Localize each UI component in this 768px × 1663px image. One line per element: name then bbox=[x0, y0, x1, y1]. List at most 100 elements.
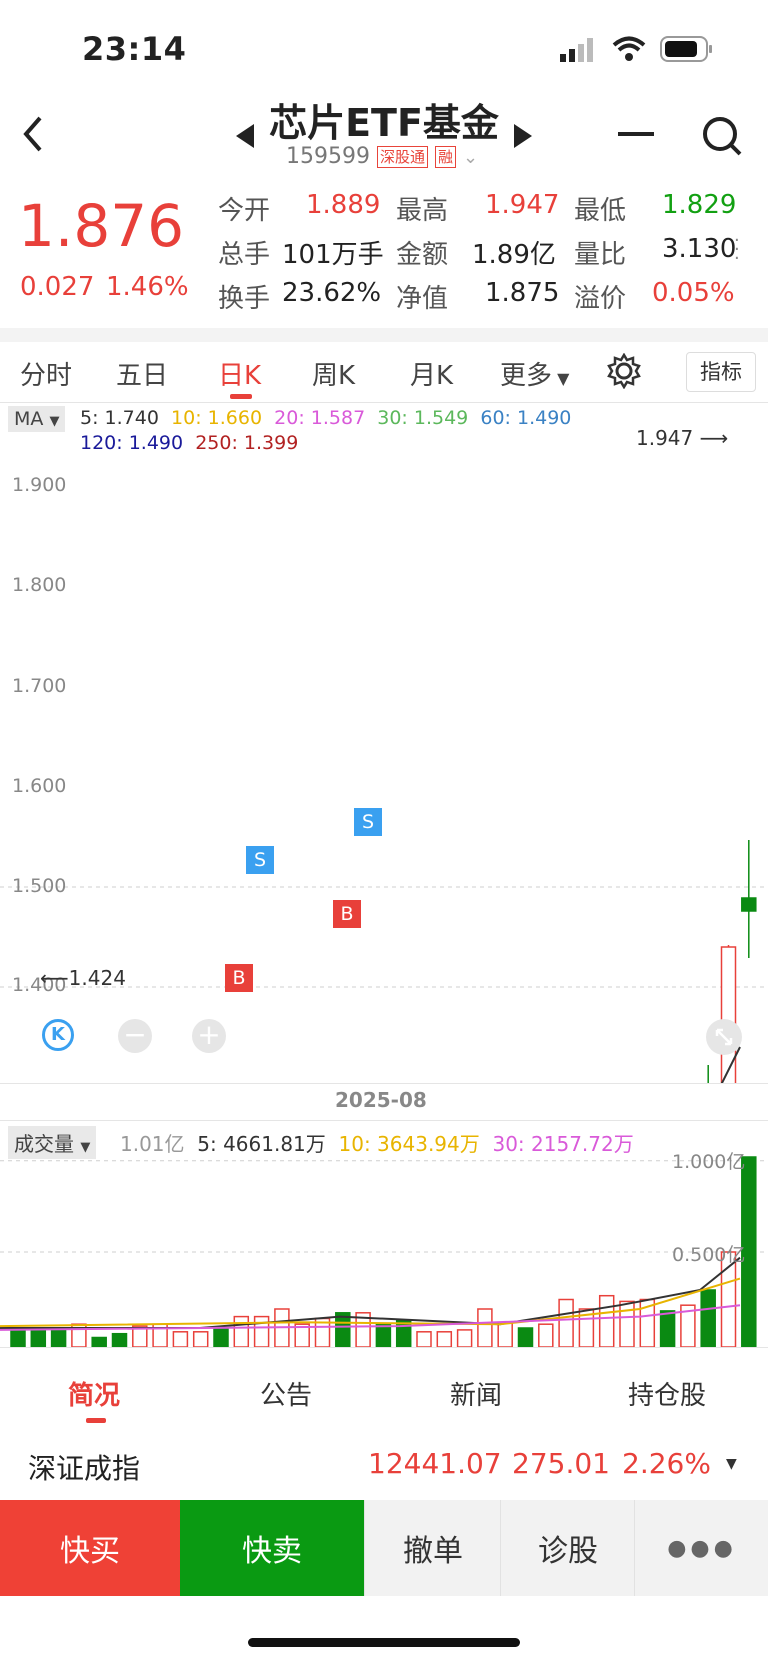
caret-down-icon: ▼ bbox=[80, 1140, 91, 1155]
cancel-order-button[interactable]: 撤单 bbox=[364, 1500, 501, 1596]
low-price-marker: ⟵1.424 bbox=[40, 966, 126, 990]
amount-label: 金额 bbox=[396, 240, 449, 270]
tab-monthly-k[interactable]: 月K bbox=[410, 361, 454, 391]
price-axis-1900: 1.900 bbox=[12, 474, 67, 496]
tab-more[interactable]: 更多 ▼ bbox=[500, 355, 569, 392]
volume-bar bbox=[355, 1312, 371, 1347]
tab-news[interactable]: 新闻 bbox=[450, 1381, 503, 1411]
buy-signal: B bbox=[333, 900, 361, 928]
quick-buy-button[interactable]: 快买 bbox=[0, 1500, 180, 1596]
indicator-button[interactable]: 指标 bbox=[686, 352, 756, 392]
tab-five-day[interactable]: 五日 bbox=[116, 361, 169, 391]
volume-bar bbox=[598, 1294, 615, 1347]
volume-chart[interactable] bbox=[0, 1121, 768, 1347]
volume-ma5: 5: 4661.81万 bbox=[197, 1132, 326, 1156]
last-price: 1.876 bbox=[18, 192, 185, 260]
diagnose-button[interactable]: 诊股 bbox=[500, 1500, 635, 1596]
search-icon[interactable] bbox=[700, 114, 744, 162]
volume-ratio-value: 3.130 bbox=[662, 234, 737, 264]
tab-weekly-k[interactable]: 周K bbox=[312, 361, 356, 391]
stock-code-row: 159599 深股通 融 ⌄ bbox=[286, 144, 478, 169]
ma-legend-row2: 120: 1.490 250: 1.399 bbox=[80, 432, 298, 454]
zoom-out-icon[interactable]: − bbox=[118, 1019, 152, 1053]
signal-icon bbox=[560, 38, 600, 66]
price-axis-1800: 1.800 bbox=[12, 574, 67, 596]
home-indicator bbox=[248, 1638, 520, 1647]
battery-icon bbox=[660, 36, 714, 66]
ma-legend-row1: 5: 1.740 10: 1.660 20: 1.587 30: 1.549 6… bbox=[80, 407, 571, 429]
tab-more-label: 更多 bbox=[500, 361, 553, 391]
tab-intraday[interactable]: 分时 bbox=[20, 361, 73, 391]
volume-bar bbox=[335, 1312, 351, 1347]
open-label: 今开 bbox=[218, 196, 271, 226]
volume-bar bbox=[741, 1156, 757, 1347]
volume-axis-mid: 0.500亿 bbox=[672, 1244, 746, 1266]
more-dots-icon[interactable]: · · · bbox=[734, 230, 740, 269]
index-change-pct: 2.26% bbox=[622, 1447, 711, 1480]
zoom-in-icon[interactable]: + bbox=[192, 1019, 226, 1053]
minus-icon[interactable] bbox=[618, 132, 654, 136]
section-divider bbox=[0, 328, 768, 342]
margin-tag: 融 bbox=[435, 146, 457, 168]
status-time: 23:14 bbox=[82, 30, 187, 68]
ma20-value: 20: 1.587 bbox=[274, 407, 366, 429]
tab-holdings[interactable]: 持仓股 bbox=[628, 1381, 707, 1411]
chevron-down-icon[interactable]: ⌄ bbox=[463, 147, 479, 168]
volume-bar bbox=[30, 1329, 47, 1347]
tab-announcements[interactable]: 公告 bbox=[260, 1381, 313, 1411]
index-caret-icon[interactable]: ▼ bbox=[726, 1456, 737, 1472]
tab-daily-k[interactable]: 日K bbox=[218, 361, 262, 391]
volume-legend: 1.01亿 5: 4661.81万 10: 3643.94万 30: 2157.… bbox=[120, 1128, 634, 1157]
ma-selector-label: MA bbox=[14, 408, 44, 430]
nav-value: 1.875 bbox=[485, 278, 560, 308]
low-label: 最低 bbox=[574, 196, 627, 226]
active-tab-underline bbox=[230, 394, 252, 399]
volume-bar bbox=[659, 1310, 676, 1347]
volume-bar bbox=[538, 1323, 554, 1347]
ma-selector[interactable]: MA ▼ bbox=[8, 406, 66, 432]
quick-sell-button[interactable]: 快卖 bbox=[180, 1500, 364, 1596]
open-value: 1.889 bbox=[306, 190, 381, 220]
more-actions-icon[interactable]: ●●● bbox=[634, 1500, 768, 1596]
sell-signal: S bbox=[246, 846, 274, 874]
sell-signal: S bbox=[354, 808, 382, 836]
prev-stock-icon[interactable] bbox=[234, 122, 258, 154]
candle-body bbox=[741, 897, 757, 912]
ma5-value: 5: 1.740 bbox=[80, 407, 159, 429]
turnover-value: 23.62% bbox=[282, 278, 382, 308]
low-price-value: 1.424 bbox=[68, 966, 126, 990]
price-change-pct: 1.46% bbox=[106, 272, 189, 302]
price-axis-1500: 1.500 bbox=[12, 875, 67, 897]
stock-code: 159599 bbox=[286, 144, 370, 169]
high-value: 1.947 bbox=[485, 190, 560, 220]
volume-bar bbox=[436, 1331, 453, 1347]
volume-current: 1.01亿 bbox=[120, 1132, 185, 1156]
tab-overview[interactable]: 简况 bbox=[68, 1381, 121, 1411]
volume-bar bbox=[395, 1319, 412, 1347]
premium-label: 溢价 bbox=[574, 284, 627, 314]
volume-label: 总手 bbox=[218, 240, 271, 270]
high-price-value: 1.947 bbox=[636, 426, 694, 450]
volume-selector[interactable]: 成交量 ▼ bbox=[8, 1126, 97, 1159]
ma10-value: 10: 1.660 bbox=[171, 407, 263, 429]
volume-bar bbox=[192, 1331, 209, 1347]
price-axis-1400: 1.400 bbox=[12, 974, 67, 996]
settings-icon[interactable] bbox=[606, 352, 642, 393]
volume-bar bbox=[50, 1329, 67, 1347]
volume-bar bbox=[517, 1327, 534, 1347]
back-icon[interactable] bbox=[18, 112, 48, 160]
next-stock-icon[interactable] bbox=[510, 122, 534, 154]
volume-bar bbox=[91, 1336, 107, 1347]
volume-bar bbox=[375, 1323, 392, 1347]
volume-bar bbox=[477, 1308, 493, 1347]
fullscreen-icon[interactable] bbox=[706, 1019, 742, 1055]
wifi-icon bbox=[612, 36, 646, 66]
volume-chart-area[interactable] bbox=[0, 1120, 768, 1348]
volume-bar bbox=[720, 1251, 737, 1347]
caret-down-icon: ▼ bbox=[49, 414, 60, 429]
volume-value: 101万手 bbox=[282, 240, 384, 270]
volume-bar bbox=[416, 1331, 432, 1347]
high-price-marker: 1.947 ⟶ bbox=[636, 426, 729, 450]
kline-logo-icon[interactable]: K bbox=[42, 1019, 74, 1051]
volume-bar bbox=[619, 1300, 635, 1347]
